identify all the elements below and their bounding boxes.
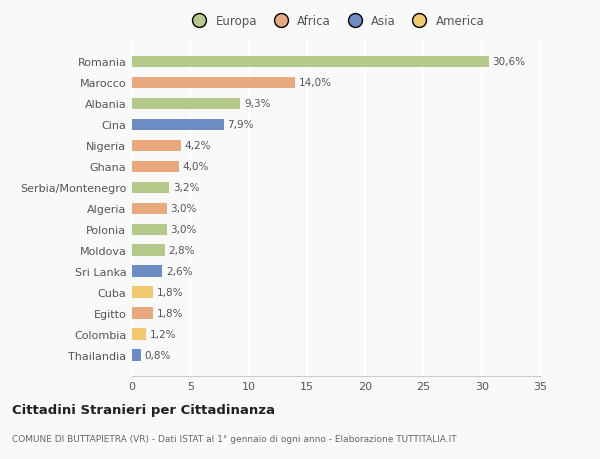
Text: 2,8%: 2,8% bbox=[168, 246, 194, 256]
Bar bbox=[132, 266, 163, 277]
Text: COMUNE DI BUTTAPIETRA (VR) - Dati ISTAT al 1° gennaio di ogni anno - Elaborazion: COMUNE DI BUTTAPIETRA (VR) - Dati ISTAT … bbox=[12, 434, 457, 442]
Text: 3,0%: 3,0% bbox=[170, 204, 197, 214]
Bar bbox=[132, 350, 142, 361]
Text: 1,8%: 1,8% bbox=[157, 288, 183, 297]
Bar bbox=[132, 224, 167, 235]
Text: 7,9%: 7,9% bbox=[227, 120, 254, 130]
Text: 9,3%: 9,3% bbox=[244, 99, 271, 109]
Bar bbox=[132, 140, 181, 152]
Bar bbox=[132, 56, 489, 68]
Text: 4,0%: 4,0% bbox=[182, 162, 209, 172]
Text: Cittadini Stranieri per Cittadinanza: Cittadini Stranieri per Cittadinanza bbox=[12, 403, 275, 416]
Bar bbox=[132, 203, 167, 215]
Text: 4,2%: 4,2% bbox=[184, 141, 211, 151]
Text: 3,2%: 3,2% bbox=[173, 183, 199, 193]
Bar bbox=[132, 308, 153, 319]
Bar bbox=[132, 98, 241, 110]
Text: 2,6%: 2,6% bbox=[166, 267, 193, 277]
Text: 0,8%: 0,8% bbox=[145, 350, 171, 360]
Bar bbox=[132, 182, 169, 194]
Text: 3,0%: 3,0% bbox=[170, 225, 197, 235]
Text: 1,2%: 1,2% bbox=[149, 330, 176, 340]
Legend: Europa, Africa, Asia, America: Europa, Africa, Asia, America bbox=[182, 11, 490, 33]
Bar bbox=[132, 78, 295, 89]
Bar bbox=[132, 161, 179, 173]
Bar bbox=[132, 287, 153, 298]
Text: 1,8%: 1,8% bbox=[157, 308, 183, 319]
Bar bbox=[132, 245, 164, 257]
Text: 30,6%: 30,6% bbox=[492, 57, 525, 67]
Bar bbox=[132, 119, 224, 131]
Text: 14,0%: 14,0% bbox=[299, 78, 332, 88]
Bar bbox=[132, 329, 146, 340]
